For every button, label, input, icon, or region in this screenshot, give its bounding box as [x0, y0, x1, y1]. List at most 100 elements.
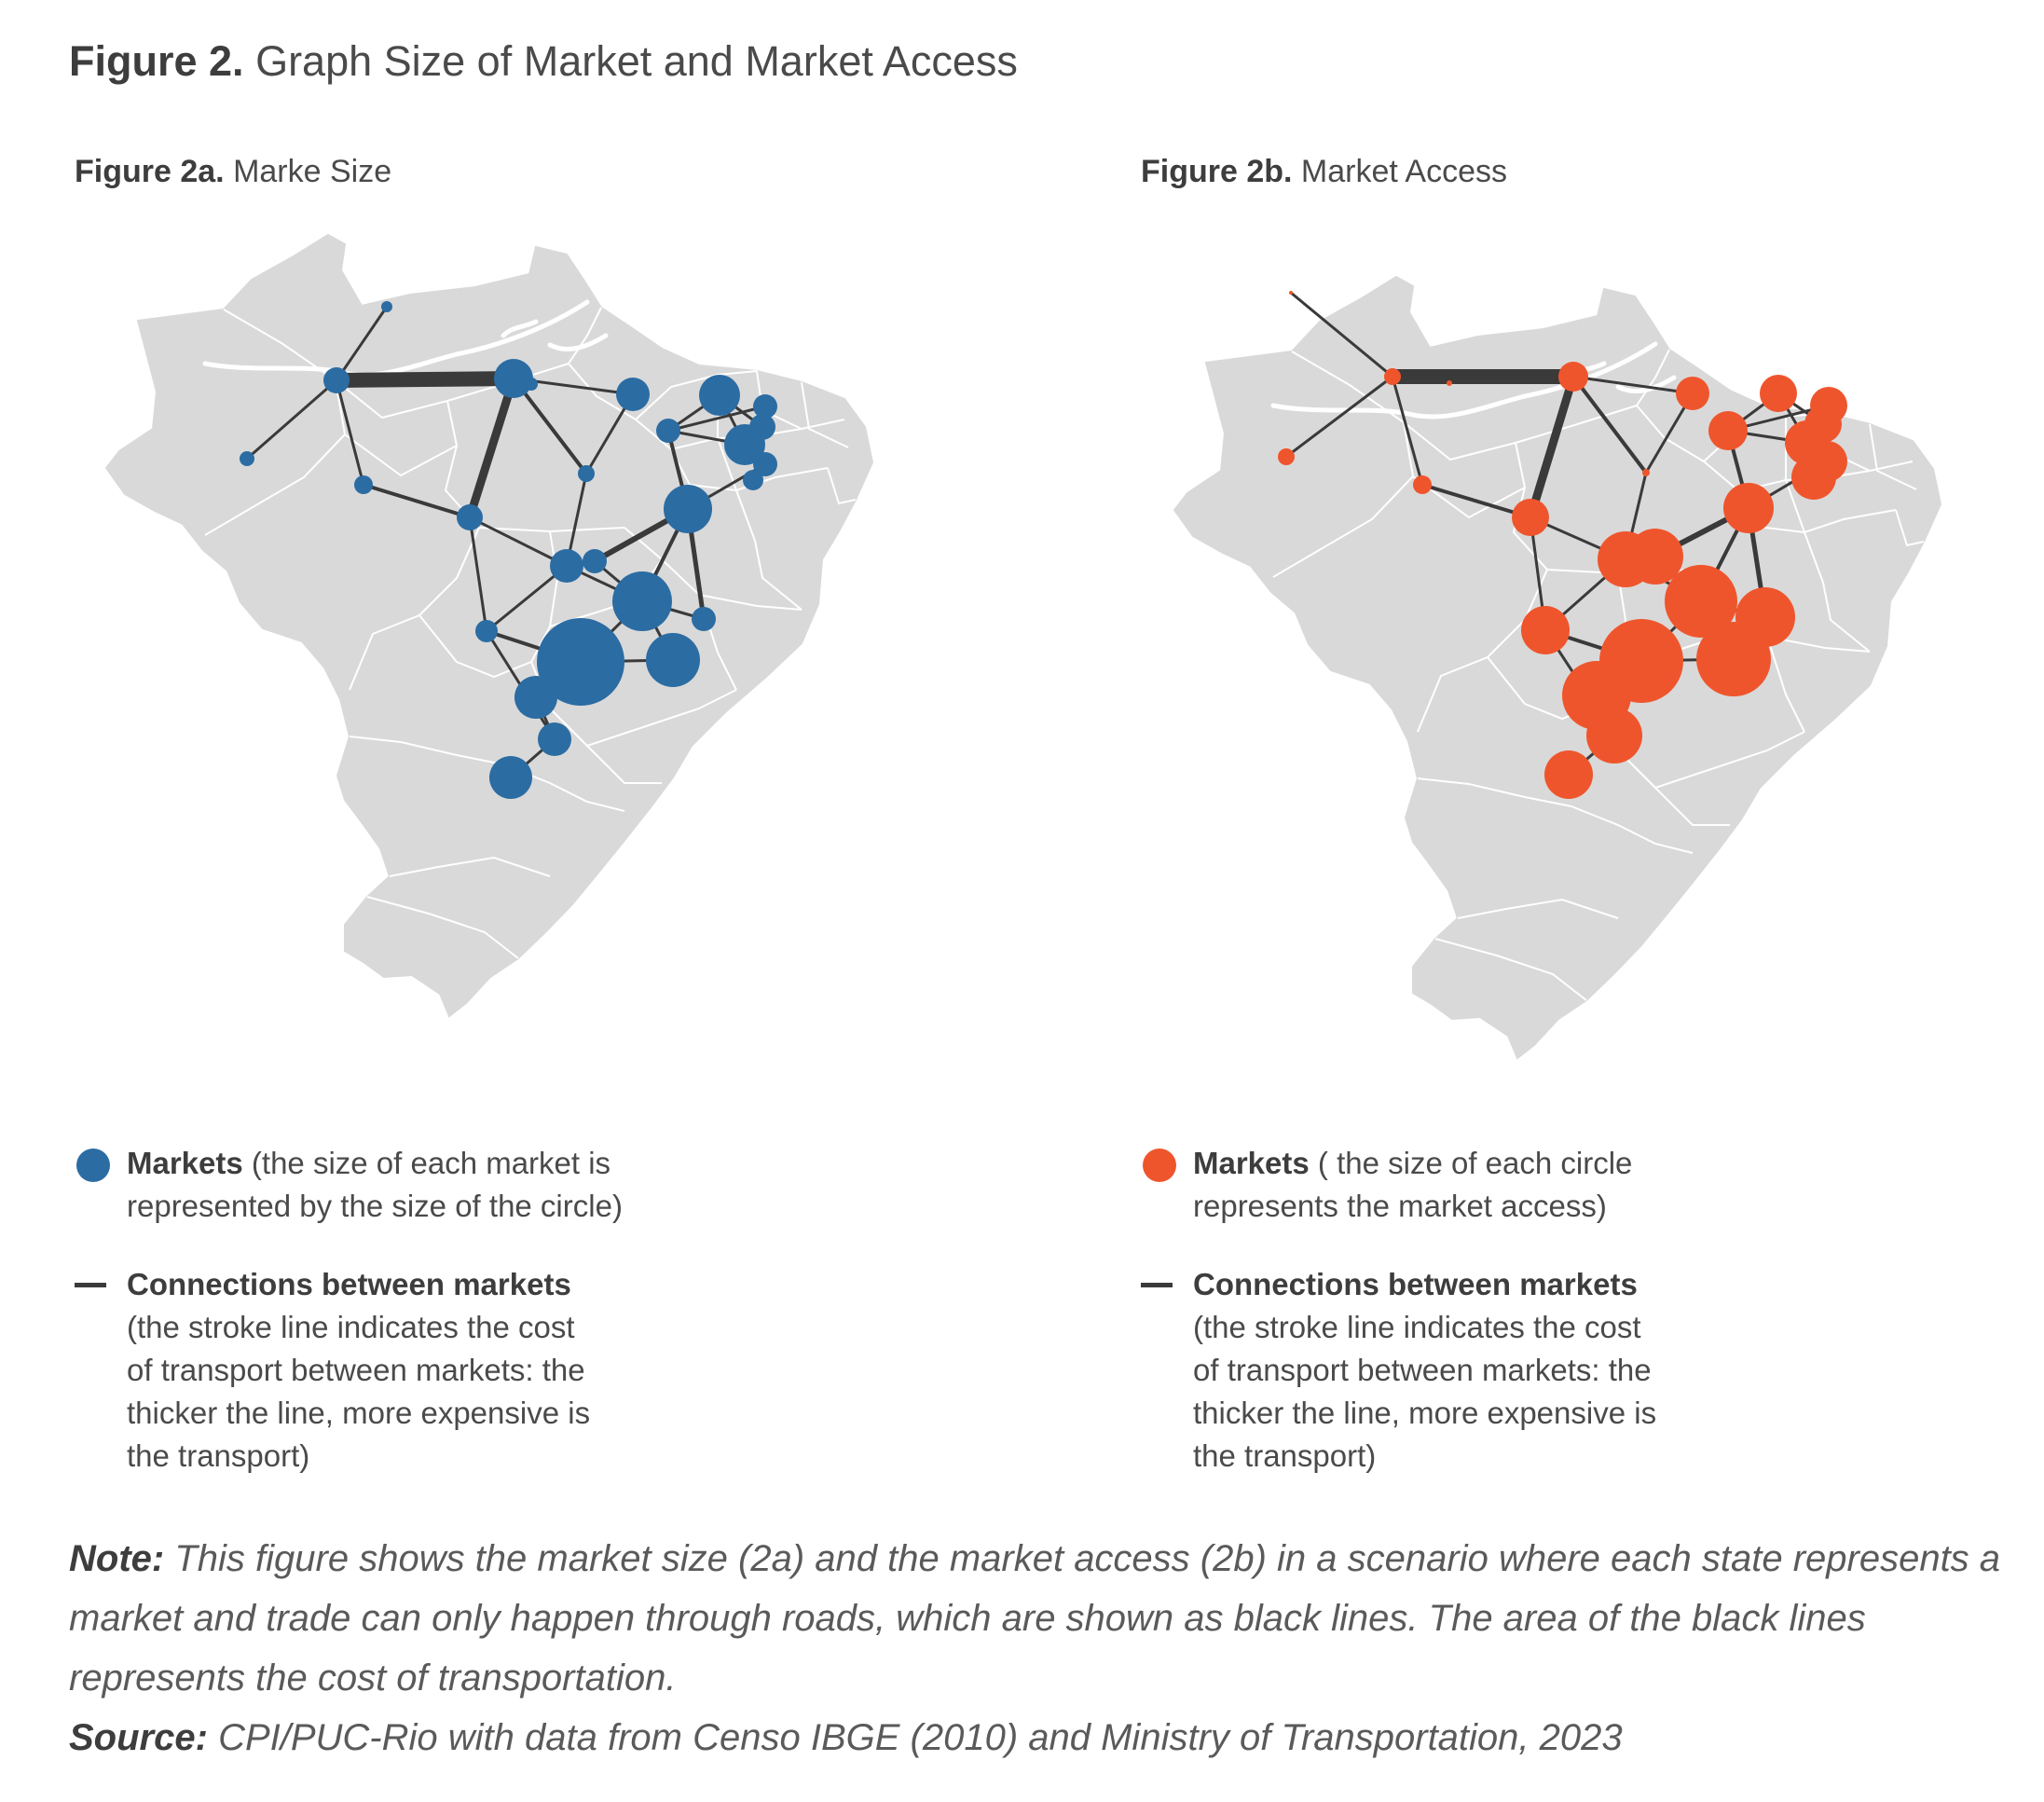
road-connection — [1526, 372, 1578, 522]
state-border — [586, 689, 737, 747]
state-border — [754, 540, 803, 611]
panel-a-title-text: Marke Size — [233, 154, 392, 189]
market-node — [578, 465, 595, 482]
market-node — [550, 549, 583, 583]
state-border — [1434, 938, 1587, 1001]
panel-a-title: Figure 2a. Marke Size — [75, 154, 391, 190]
legend-connection-line-icon — [1141, 1283, 1173, 1287]
state-border — [1636, 349, 1670, 406]
legend-connections-line: the transport) — [127, 1438, 310, 1473]
market-node — [1447, 380, 1452, 386]
legend-connections-line: thicker the line, more expensive is — [1193, 1396, 1657, 1430]
market-node — [537, 618, 624, 706]
market-node — [1384, 368, 1401, 385]
market-node — [612, 571, 672, 631]
market-node — [616, 378, 650, 411]
state-border — [1757, 509, 1897, 534]
road-network — [240, 301, 777, 799]
market-node — [1413, 475, 1432, 494]
market-node — [692, 607, 716, 631]
legend-b: Markets ( the size of each circle repres… — [1141, 1142, 1793, 1496]
road-connection — [335, 305, 389, 382]
market-node — [753, 394, 777, 419]
road-connection — [335, 378, 365, 487]
market-node — [699, 375, 740, 416]
panel-b-label: Figure 2b. — [1141, 154, 1293, 189]
state-border — [366, 896, 519, 959]
road-connection — [1289, 291, 1394, 378]
road-connection — [666, 405, 767, 433]
note-text: This figure shows the market size (2a) a… — [69, 1538, 2001, 1699]
state-border — [418, 614, 532, 679]
state-border — [1272, 421, 1415, 578]
road-connection — [1571, 375, 1648, 475]
state-border — [1822, 582, 1871, 653]
legend-markets-line2: represents the market access) — [1193, 1189, 1607, 1223]
road-connection — [1391, 375, 1424, 487]
panel-b-title: Figure 2b. Market Access — [1141, 154, 1507, 190]
legend-connections-text: Connections between markets (the stroke … — [127, 1263, 705, 1478]
legend-markets-text: Markets (the size of each market is repr… — [127, 1142, 705, 1228]
legend-market-dot-icon — [1143, 1149, 1176, 1182]
source-text: CPI/PUC-Rio with data from Censo IBGE (2… — [218, 1717, 1623, 1758]
market-node — [489, 756, 532, 799]
state-border — [1291, 351, 1638, 461]
market-node — [381, 301, 392, 312]
road-connection — [465, 374, 518, 522]
brazil-outline — [1173, 275, 1942, 1060]
market-node — [1627, 529, 1683, 585]
state-border — [1654, 731, 1805, 789]
legend-market-dot-icon — [76, 1149, 110, 1182]
state-border — [349, 736, 504, 765]
market-size-map — [104, 233, 874, 1018]
market-node — [1791, 455, 1836, 500]
figure-title: Figure 2. Graph Size of Market and Marke… — [69, 37, 1018, 86]
legend-connections-line: of transport between markets: the — [1193, 1353, 1652, 1387]
state-border — [1869, 423, 1917, 490]
state-border — [1417, 777, 1572, 807]
market-access-map — [1173, 275, 1942, 1060]
figure-label: Figure 2. — [69, 37, 244, 85]
legend-connection-line-icon — [75, 1283, 106, 1287]
market-node — [583, 549, 607, 573]
state-border — [827, 467, 857, 505]
market-node — [514, 676, 557, 719]
market-node — [494, 359, 533, 398]
market-node — [354, 475, 373, 494]
market-node — [724, 424, 765, 465]
market-node — [743, 470, 763, 490]
state-border — [1457, 898, 1619, 919]
panel-b-title-text: Market Access — [1300, 154, 1507, 189]
legend-connections-line: (the stroke line indicates the cost — [1193, 1310, 1641, 1344]
legend-markets-label: Markets — [1193, 1146, 1310, 1180]
state-border — [1571, 805, 1694, 854]
river — [1270, 341, 1658, 420]
river — [1690, 350, 1733, 362]
market-node — [753, 452, 777, 476]
market-node — [457, 504, 483, 530]
market-node — [656, 419, 680, 443]
road-connection — [329, 371, 521, 388]
legend-markets-line1: ( the size of each circle — [1317, 1146, 1633, 1180]
legend-connections-text: Connections between markets (the stroke … — [1193, 1263, 1771, 1478]
state-border — [344, 433, 458, 477]
market-node — [1760, 375, 1797, 412]
legend-connections-line: thicker the line, more expensive is — [127, 1396, 591, 1430]
market-node — [1676, 377, 1709, 410]
market-node — [1642, 469, 1650, 476]
market-node — [1665, 565, 1737, 638]
state-border — [530, 530, 559, 663]
road-connection — [1284, 375, 1394, 459]
river — [622, 308, 665, 320]
legend-connections-label: Connections between markets — [127, 1267, 571, 1301]
legend-connections-label: Connections between markets — [1193, 1267, 1638, 1301]
panel-a-label: Figure 2a. — [75, 154, 225, 189]
market-node — [323, 367, 350, 393]
road-connection — [1420, 483, 1532, 519]
legend-markets-line2: represented by the size of the circle) — [127, 1189, 623, 1223]
legend-connections-line: of transport between markets: the — [127, 1353, 585, 1387]
state-border — [635, 370, 758, 420]
road-connection — [485, 564, 569, 633]
state-border — [204, 379, 347, 536]
market-node — [1708, 411, 1748, 450]
